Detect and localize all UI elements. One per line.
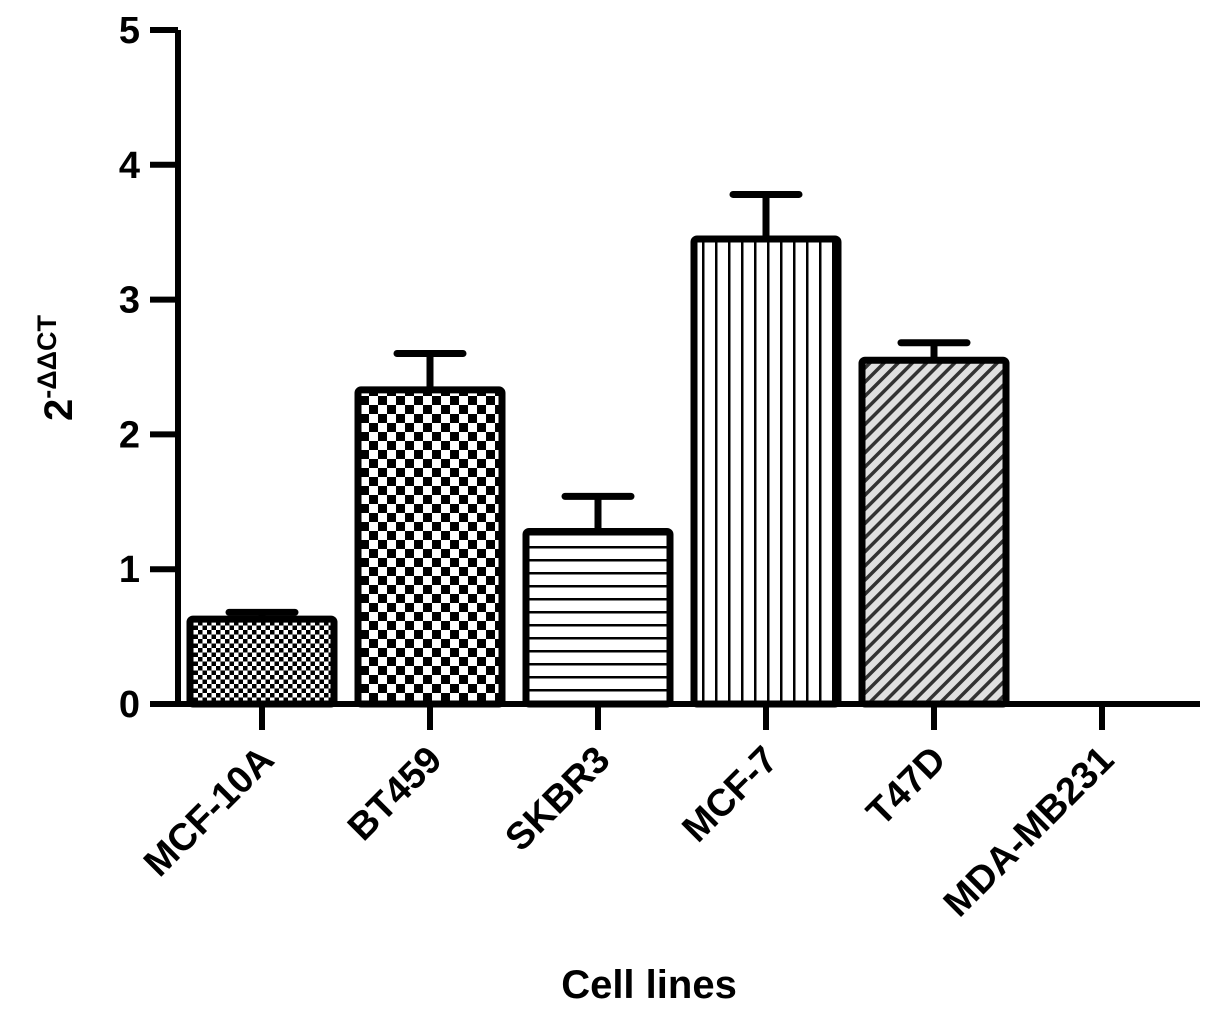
y-axis-title-exponent: -ΔΔCT	[32, 314, 62, 398]
x-tick-label: MCF-10A	[136, 739, 282, 885]
bar	[186, 615, 338, 708]
y-tick-label: 0	[119, 684, 140, 726]
bars	[186, 190, 1010, 708]
x-tick-label: SKBR3	[498, 739, 619, 860]
y-tick-label: 3	[119, 280, 140, 322]
y-axis-title: 2-ΔΔCT	[32, 314, 81, 421]
bar	[858, 356, 1010, 708]
x-tick-label: MCF-7	[675, 739, 787, 851]
x-tick-label: MDA-MB231	[936, 739, 1122, 925]
y-tick-label: 4	[119, 145, 140, 187]
x-axis-title: Cell lines	[561, 963, 737, 1007]
x-tick-label: BT459	[340, 739, 450, 849]
bar	[522, 527, 674, 708]
bar	[354, 386, 506, 708]
y-tick-label: 1	[119, 549, 140, 591]
y-tick-label: 5	[119, 10, 140, 52]
y-axis-title-base: 2	[37, 399, 81, 421]
bar	[690, 235, 842, 708]
x-tick-label: T47D	[859, 739, 954, 834]
y-tick-label: 2	[119, 414, 140, 456]
